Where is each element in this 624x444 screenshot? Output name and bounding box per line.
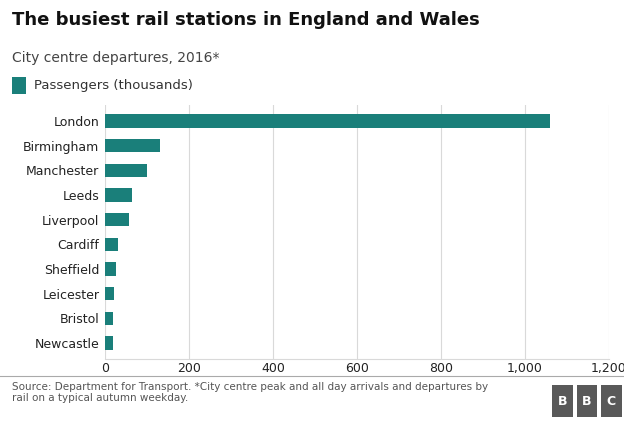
Bar: [105, 312, 114, 325]
Bar: [105, 262, 115, 276]
Bar: [105, 287, 114, 301]
Text: Passengers (thousands): Passengers (thousands): [34, 79, 193, 92]
Bar: [105, 336, 112, 350]
Bar: [105, 139, 160, 152]
Text: City centre departures, 2016*: City centre departures, 2016*: [12, 51, 220, 65]
Bar: [105, 188, 132, 202]
Text: The busiest rail stations in England and Wales: The busiest rail stations in England and…: [12, 11, 480, 29]
Text: B: B: [558, 395, 567, 408]
Text: Source: Department for Transport. *City centre peak and all day arrivals and dep: Source: Department for Transport. *City …: [12, 382, 489, 404]
Bar: [105, 213, 129, 226]
Bar: [105, 114, 550, 128]
Text: C: C: [607, 395, 616, 408]
Bar: [105, 163, 147, 177]
Bar: [105, 238, 117, 251]
Text: B: B: [582, 395, 592, 408]
